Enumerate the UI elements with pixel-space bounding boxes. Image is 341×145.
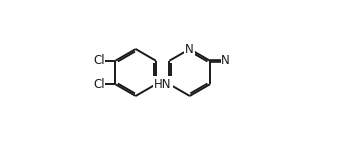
Text: N: N xyxy=(221,54,230,67)
Text: HN: HN xyxy=(154,78,172,91)
Text: Cl: Cl xyxy=(93,78,105,91)
Text: N: N xyxy=(185,42,194,56)
Text: Cl: Cl xyxy=(93,54,105,67)
